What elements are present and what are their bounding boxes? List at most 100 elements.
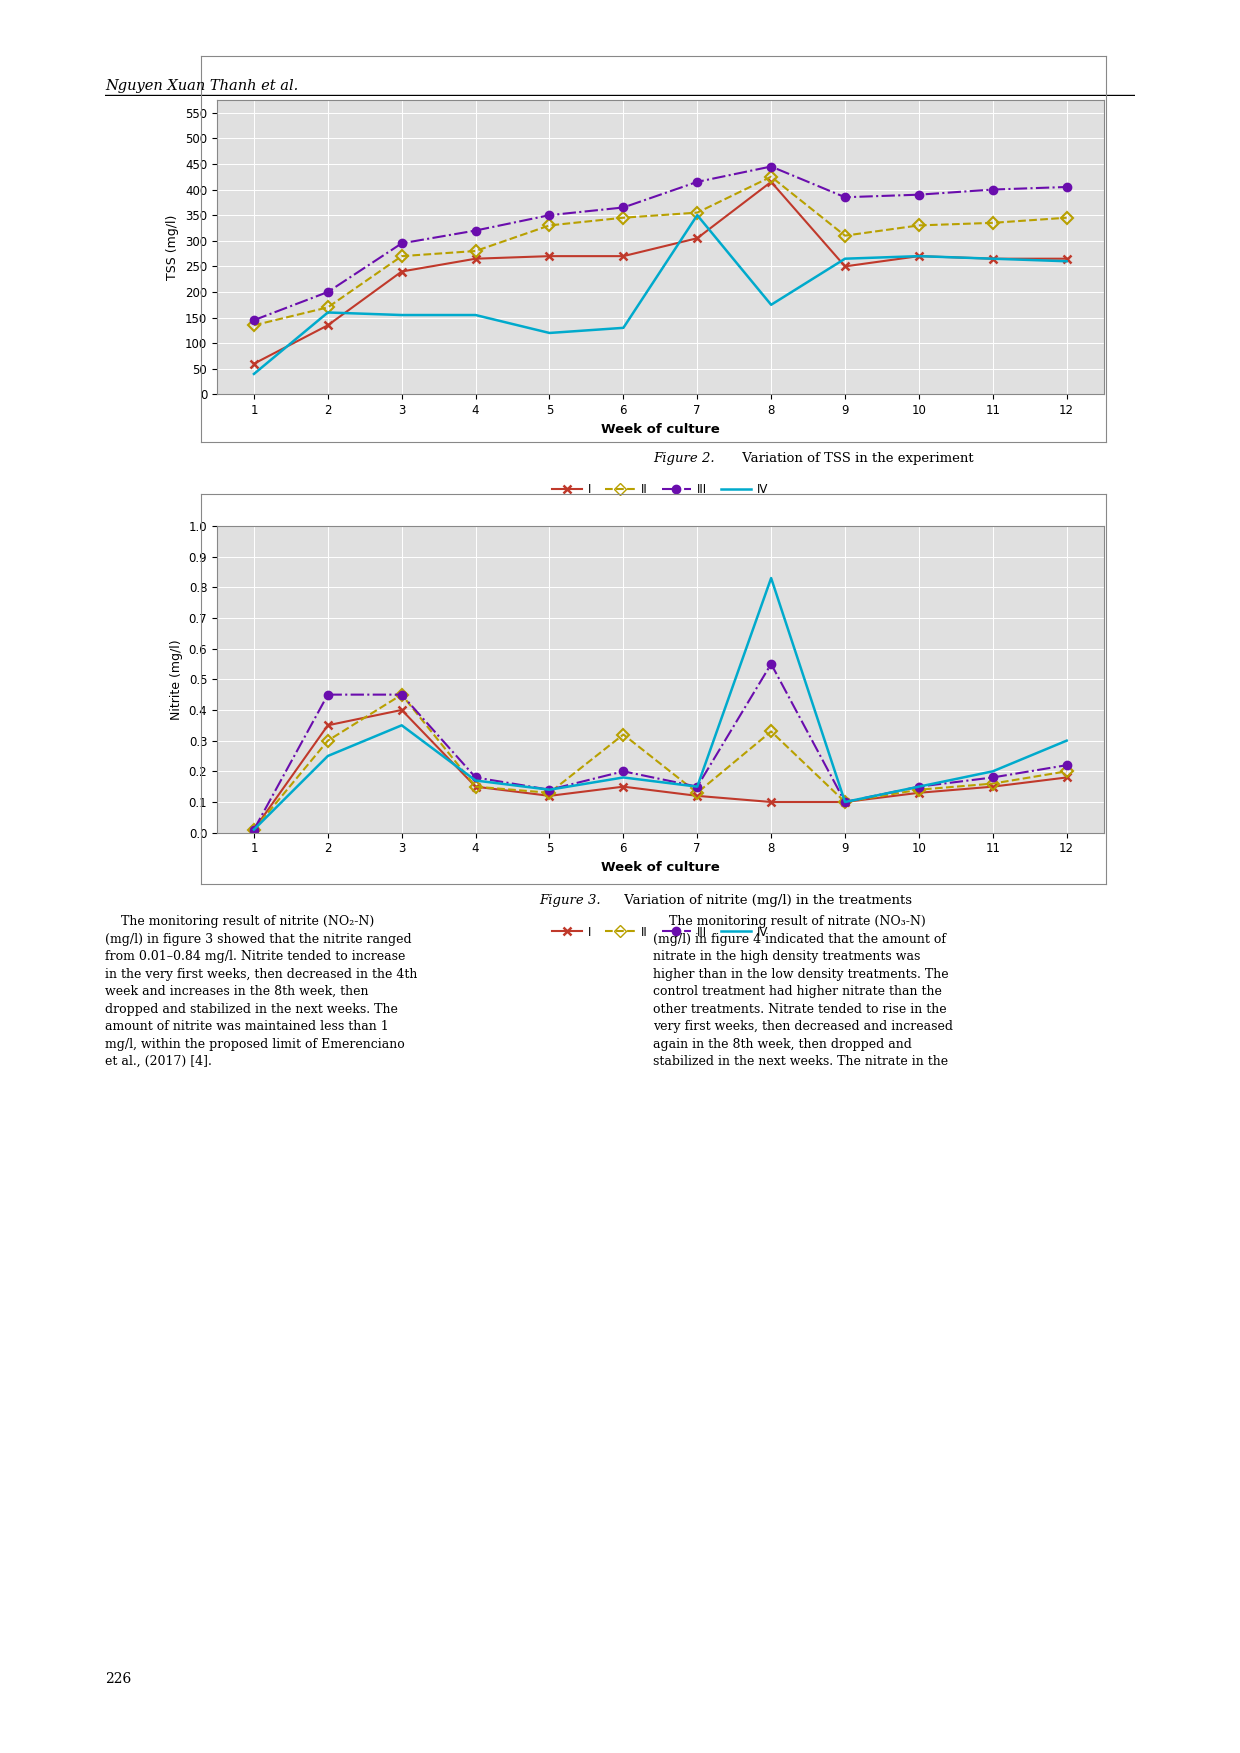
Text: The monitoring result of nitrate (NO₃-N)
(mg/l) in figure 4 indicated that the a: The monitoring result of nitrate (NO₃-N)…: [653, 915, 954, 1068]
IV: [616, 317, 631, 338]
II: [320, 731, 335, 752]
I: [1059, 768, 1074, 789]
Text: Nguyen Xuan Thanh et al.: Nguyen Xuan Thanh et al.: [105, 79, 299, 93]
Text: 226: 226: [105, 1672, 131, 1686]
III: [320, 684, 335, 705]
X-axis label: Week of culture: Week of culture: [601, 422, 719, 436]
III: [1059, 177, 1074, 198]
I: [837, 792, 852, 813]
II: [689, 202, 704, 223]
I: [837, 256, 852, 277]
III: [689, 172, 704, 193]
II: [986, 212, 1001, 233]
III: [247, 310, 262, 331]
III: [837, 792, 852, 813]
III: [394, 233, 409, 254]
Y-axis label: TSS (mg/l): TSS (mg/l): [166, 214, 180, 280]
II: [764, 720, 779, 742]
II: [247, 819, 262, 840]
IV: [986, 249, 1001, 270]
III: [986, 768, 1001, 789]
IV: [1059, 731, 1074, 752]
Line: IV: IV: [254, 216, 1066, 373]
III: [764, 654, 779, 675]
IV: [689, 205, 704, 226]
IV: [764, 568, 779, 589]
III: [837, 188, 852, 209]
I: [764, 172, 779, 193]
III: [469, 768, 484, 789]
IV: [764, 295, 779, 316]
IV: [320, 745, 335, 766]
III: [542, 778, 557, 799]
II: [469, 240, 484, 261]
Line: IV: IV: [254, 578, 1066, 829]
I: [911, 782, 926, 803]
II: [911, 216, 926, 237]
II: [911, 778, 926, 799]
III: [616, 196, 631, 217]
Text: Variation of nitrite (mg/l) in the treatments: Variation of nitrite (mg/l) in the treat…: [620, 894, 911, 906]
Line: I: I: [249, 177, 1071, 368]
IV: [911, 777, 926, 798]
I: [469, 249, 484, 270]
II: [394, 684, 409, 705]
II: [469, 777, 484, 798]
II: [837, 224, 852, 245]
IV: [469, 770, 484, 791]
IV: [689, 777, 704, 798]
II: [616, 724, 631, 745]
II: [837, 792, 852, 813]
IV: [911, 245, 926, 266]
II: [764, 167, 779, 188]
IV: [837, 249, 852, 270]
IV: [542, 323, 557, 344]
II: [689, 782, 704, 803]
I: [689, 785, 704, 806]
IV: [1059, 251, 1074, 272]
II: [247, 316, 262, 337]
Line: II: II: [249, 691, 1071, 834]
III: [911, 184, 926, 205]
II: [1059, 761, 1074, 782]
I: [1059, 249, 1074, 270]
I: [469, 777, 484, 798]
IV: [320, 302, 335, 323]
III: [320, 282, 335, 303]
I: [616, 245, 631, 266]
Line: I: I: [249, 706, 1071, 834]
I: [764, 792, 779, 813]
I: [394, 261, 409, 282]
IV: [394, 715, 409, 736]
IV: [986, 761, 1001, 782]
I: [911, 245, 926, 266]
IV: [247, 363, 262, 384]
I: [542, 785, 557, 806]
II: [616, 207, 631, 228]
I: [986, 777, 1001, 798]
I: [320, 715, 335, 736]
IV: [837, 792, 852, 813]
IV: [247, 819, 262, 840]
III: [986, 179, 1001, 200]
Legend: I, II, III, IV: I, II, III, IV: [548, 920, 773, 943]
I: [986, 249, 1001, 270]
Line: III: III: [249, 163, 1071, 324]
I: [247, 819, 262, 840]
III: [469, 221, 484, 242]
III: [394, 684, 409, 705]
IV: [542, 778, 557, 799]
IV: [616, 768, 631, 789]
III: [247, 819, 262, 840]
III: [689, 777, 704, 798]
II: [542, 782, 557, 803]
III: [542, 205, 557, 226]
I: [616, 777, 631, 798]
III: [764, 156, 779, 177]
III: [1059, 754, 1074, 775]
X-axis label: Week of culture: Week of culture: [601, 861, 719, 875]
II: [320, 296, 335, 317]
I: [320, 316, 335, 337]
Line: III: III: [249, 659, 1071, 834]
Line: II: II: [249, 172, 1071, 330]
